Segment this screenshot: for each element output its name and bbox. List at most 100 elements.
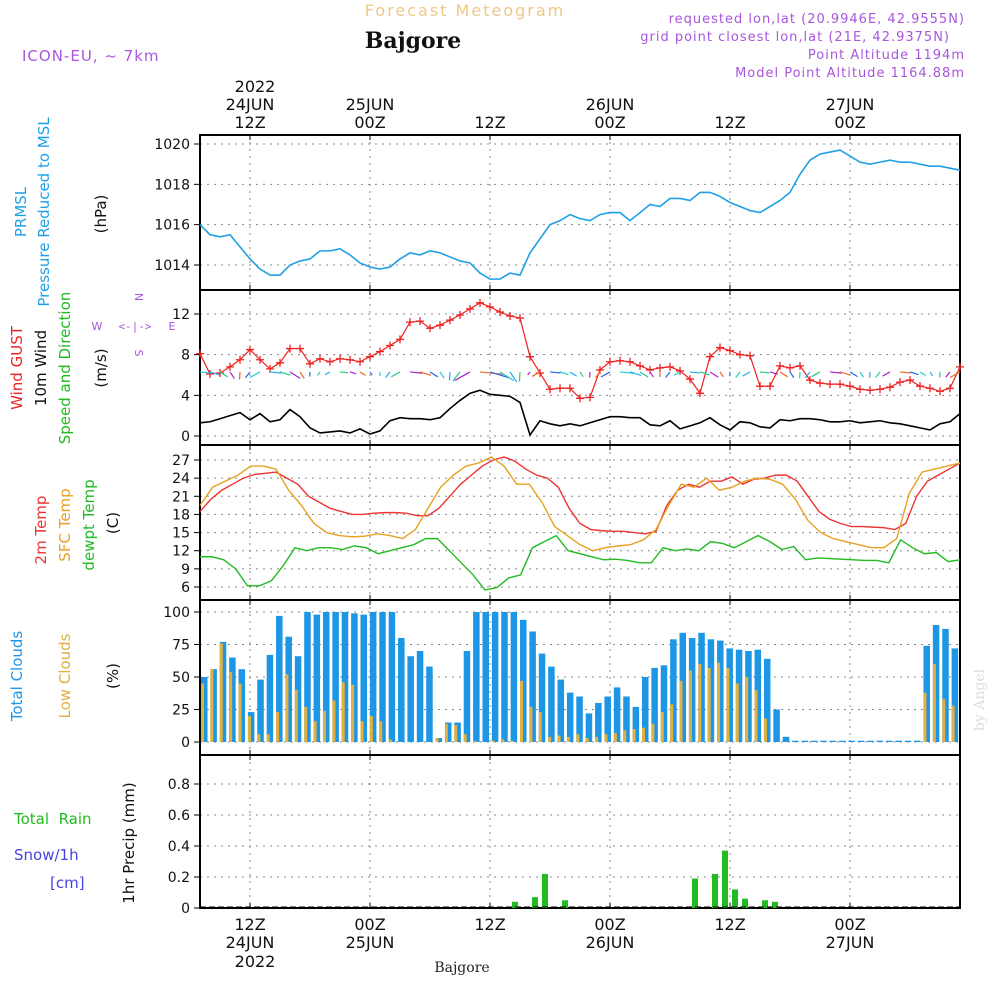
rain-bar [712, 873, 718, 908]
low-cloud-bar [557, 735, 561, 742]
low-cloud-bar [360, 721, 364, 742]
low-cloud-bar [566, 736, 570, 742]
wind-arrow [665, 371, 671, 378]
ytick-label-4: 18 [172, 507, 190, 523]
gust-point [356, 357, 364, 366]
temp-unit: (C) [104, 512, 122, 534]
rain-bar [732, 889, 738, 908]
total-cloud-bar [341, 612, 349, 742]
gust-point [346, 355, 354, 364]
low-clouds-label: Low Clouds [56, 633, 74, 718]
gust-point [886, 383, 894, 392]
gust-point [526, 352, 534, 361]
gust-point [686, 375, 694, 384]
low-cloud-bar [332, 700, 336, 742]
gust-point [516, 314, 524, 323]
point-altitude: Point Altitude 1194m [808, 48, 965, 63]
gust-point [446, 316, 454, 325]
ytick-label-3: 12 [172, 307, 190, 323]
gust-point [496, 307, 504, 316]
total-cloud-bar [623, 696, 630, 742]
gust-point [626, 357, 634, 366]
low-cloud-bar [932, 664, 936, 742]
low-cloud-bar [238, 683, 242, 742]
bottom-date-label: 26JUN [586, 933, 635, 952]
total-cloud-bar [229, 657, 236, 742]
wind-gust-label: Wind GUST [8, 325, 26, 410]
low-cloud-bar [219, 643, 223, 742]
total-cloud-bar [932, 625, 940, 742]
pressure-labels: PRMSL Pressure Reduced to MSL (hPa) [12, 117, 110, 307]
wind-arrow [949, 371, 961, 378]
total-cloud-bar [257, 679, 264, 742]
rain-bar [532, 897, 538, 908]
total-cloud-bar [754, 649, 762, 742]
wind-arrow [452, 371, 461, 382]
wind-arrow [929, 371, 934, 377]
gust-point [326, 357, 334, 366]
wind-arrow [279, 371, 291, 376]
gust-point [766, 382, 774, 391]
total-cloud-bar [829, 740, 837, 742]
wind-arrow [699, 371, 710, 376]
series-prmsl [199, 149, 961, 280]
rain-bar [772, 901, 778, 908]
ytick-label-1: 9 [181, 562, 190, 578]
total-cloud-bar [520, 619, 527, 742]
wind-arrow [673, 371, 681, 376]
panels: 1014 1016 1018 1020 0 4 8 12 6 9 12 15 18 21 24 27 0 25 50… [154, 134, 964, 917]
total-cloud-bar [604, 696, 611, 742]
snow-label: Snow/1h [14, 846, 79, 864]
top-date-label: 24JUN [226, 95, 275, 114]
wind-arrow [244, 371, 251, 379]
bottom-hour-label: 12Z [234, 915, 265, 934]
total-cloud-bar [773, 709, 780, 742]
gust-point [856, 385, 864, 394]
wind-arrow [804, 371, 811, 379]
sfc-temp-label: SFC Temp [56, 488, 74, 561]
wind-arrow [499, 371, 514, 382]
wind-arrow [829, 371, 842, 374]
gust-point [836, 380, 844, 389]
total-cloud-bar [454, 722, 461, 742]
total-cloud-bar [463, 651, 471, 742]
gust-point [216, 368, 224, 377]
wind-arrow [359, 371, 366, 376]
total-cloud-bar [876, 740, 884, 742]
gust-point [566, 384, 574, 393]
wind-arrow [735, 371, 741, 378]
wind-arrow [689, 371, 700, 374]
gust-point [956, 362, 964, 371]
gust-point [906, 376, 914, 385]
ytick-label-2: 12 [172, 544, 190, 560]
total-cloud-bar [444, 722, 452, 742]
rain-bar [512, 901, 518, 908]
wind-arrow [518, 371, 521, 382]
total-cloud-bar [548, 666, 555, 742]
gust-point [256, 355, 264, 364]
pressure-msl-label: Pressure Reduced to MSL [35, 117, 53, 307]
top-date-label: 26JUN [586, 95, 635, 114]
gust-point [486, 302, 494, 311]
low-cloud-bar [379, 721, 383, 742]
wind-arrow [369, 371, 373, 376]
ytick-label-2: 8 [181, 348, 190, 364]
gust-point [706, 352, 714, 361]
bottom-hour-label: 12Z [474, 915, 505, 934]
gust-point [616, 356, 624, 365]
total-cloud-bar [613, 687, 621, 742]
gust-point [806, 376, 814, 385]
model-label: ICON-EU, ~ 7km [22, 47, 160, 65]
wind-arrow [531, 371, 541, 377]
top-date-label: 25JUN [346, 95, 395, 114]
total-cloud-bar [679, 632, 687, 742]
gust-point [276, 358, 284, 367]
low-cloud-bar [510, 740, 514, 742]
ytick-label-3: 1020 [154, 137, 190, 153]
low-cloud-bar [698, 664, 702, 742]
wind-arrow [709, 371, 719, 378]
total-cloud-bar [510, 612, 518, 742]
gust-point [816, 379, 824, 388]
total-cloud-bar [219, 641, 227, 742]
